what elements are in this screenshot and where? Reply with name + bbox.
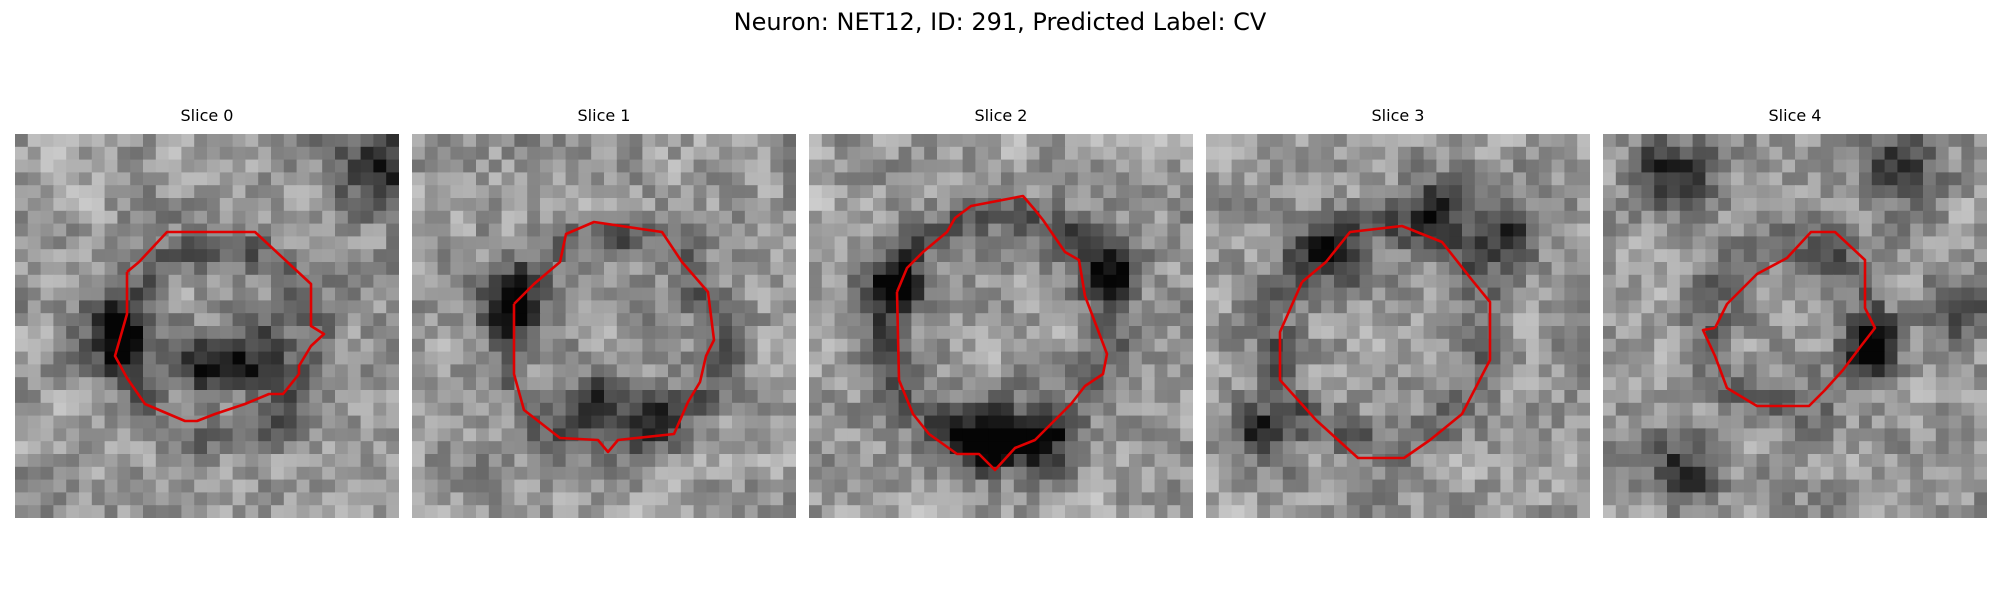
slice-panel-3: Slice 3	[1206, 106, 1590, 520]
contour-outline-4	[1701, 230, 1877, 408]
slice-image-2	[809, 134, 1193, 518]
contour-outline-0	[113, 230, 326, 423]
slice-panel-4: Slice 4	[1603, 106, 1987, 520]
slice-image-4	[1603, 134, 1987, 518]
slice-panel-0: Slice 0	[15, 106, 399, 520]
slice-title-1: Slice 1	[577, 106, 631, 125]
slice-image-3	[1206, 134, 1590, 518]
contour-outline-3	[1278, 224, 1492, 460]
slice-image-0	[15, 134, 399, 518]
figure-title: Neuron: NET12, ID: 291, Predicted Label:…	[733, 8, 1267, 36]
slice-panel-2: Slice 2	[809, 106, 1193, 520]
contour-outline-1	[512, 220, 716, 454]
slice-panel-1: Slice 1	[412, 106, 796, 520]
slice-image-1	[412, 134, 796, 518]
slice-title-0: Slice 0	[180, 106, 234, 125]
slice-title-2: Slice 2	[974, 106, 1028, 125]
slice-title-4: Slice 4	[1768, 106, 1822, 125]
contour-outline-2	[895, 194, 1109, 472]
slice-title-3: Slice 3	[1371, 106, 1425, 125]
